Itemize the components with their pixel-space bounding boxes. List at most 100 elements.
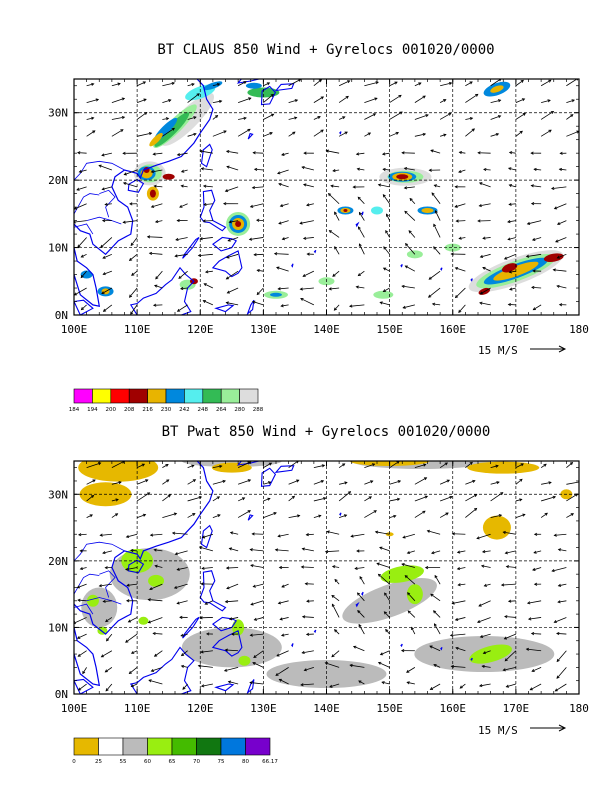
panel2-island-1 [200, 524, 213, 549]
panel1-island-2 [199, 189, 227, 232]
panel1-field [74, 79, 579, 315]
panel2-island-9 [260, 467, 277, 487]
wind-vector [401, 151, 415, 155]
panel1-border-1 [86, 216, 122, 225]
wind-vector [256, 287, 264, 296]
panel2-island-3 [211, 630, 243, 657]
panel2-xtick-label: 100E [61, 702, 88, 715]
wind-vector [86, 479, 96, 485]
wind-vector [86, 82, 95, 87]
panel1-border-4 [74, 223, 94, 235]
wind-vector [490, 464, 499, 469]
wind-vector [102, 253, 113, 259]
wind-vector [349, 304, 365, 308]
wind-vector [162, 81, 176, 87]
panel2-shade-22 [406, 584, 423, 605]
wind-vector [202, 300, 214, 306]
panel2-scale-arrowhead [558, 724, 567, 732]
panel1-shade-40 [270, 292, 282, 297]
wind-vector [331, 565, 340, 569]
wind-vector [483, 167, 491, 172]
wind-vector [458, 169, 466, 173]
panel1-xtick-label: 130E [250, 323, 277, 336]
panel2-colorbar-swatch [220, 737, 246, 756]
panel2-colorbar-swatch [245, 737, 271, 756]
wind-vector [424, 566, 441, 570]
wind-vector [364, 81, 379, 87]
wind-vector [338, 491, 352, 502]
wind-vector [303, 666, 314, 672]
wind-vector [515, 98, 526, 103]
wind-vector [478, 203, 491, 208]
wind-vector [382, 167, 390, 172]
panel1-colorbar-swatch [128, 388, 148, 404]
wind-vector [508, 151, 516, 155]
wind-vector [374, 530, 390, 535]
wind-vector [198, 546, 213, 552]
wind-vector [434, 210, 441, 221]
panel1-xtick-label: 170E [503, 323, 530, 336]
wind-vector [541, 99, 551, 103]
wind-vector [79, 566, 87, 571]
wind-vector [237, 128, 251, 137]
wind-vector [507, 237, 516, 241]
wind-vector [566, 99, 575, 103]
wind-vector [556, 631, 567, 636]
wind-vector [507, 167, 516, 171]
panel1-colorbar-label: 248 [198, 407, 209, 413]
wind-vector [305, 632, 314, 636]
wind-vector [263, 462, 273, 469]
wind-vector [357, 226, 365, 238]
wind-vector [334, 211, 340, 221]
panel1-colorbar-swatch [165, 388, 185, 404]
wind-vector [212, 114, 219, 120]
panel2-shade-14 [86, 594, 99, 607]
wind-vector [180, 184, 188, 188]
wind-vector [402, 304, 415, 309]
wind-vector [101, 219, 112, 223]
wind-vector [326, 530, 340, 535]
wind-vector [313, 497, 327, 502]
wind-vector [557, 548, 567, 552]
panel1-colorbar-label: 288 [253, 407, 264, 413]
panel1-colorbar-swatch [147, 388, 167, 404]
wind-vector [439, 462, 449, 468]
wind-vector [152, 631, 163, 636]
wind-vector [200, 582, 213, 586]
panel1-colorbar-label: 264 [216, 407, 227, 413]
wind-vector [252, 662, 264, 668]
wind-vector [433, 184, 441, 188]
panel2-shade-15 [138, 616, 149, 625]
wind-vector [212, 82, 221, 87]
wind-vector [179, 203, 188, 208]
wind-vector [402, 533, 415, 539]
wind-vector [101, 152, 112, 157]
wind-vector [479, 633, 491, 638]
wind-vector [281, 237, 289, 241]
wind-vector [406, 550, 415, 555]
wind-vector [364, 510, 377, 518]
panel1-island-4 [211, 236, 238, 252]
panel1-island-19 [400, 264, 403, 268]
wind-vector [301, 615, 314, 619]
wind-vector [162, 479, 170, 485]
wind-vector [180, 664, 188, 668]
wind-vector [481, 550, 491, 554]
wind-vector [324, 661, 340, 668]
wind-vector [305, 533, 314, 537]
wind-vector [227, 237, 239, 242]
wind-vector [389, 94, 402, 103]
wind-vector [515, 513, 526, 518]
panel1-xtick-label: 150E [376, 323, 403, 336]
wind-vector [532, 304, 542, 311]
wind-vector [162, 512, 178, 518]
wind-vector [551, 186, 567, 190]
wind-vector [162, 127, 175, 137]
wind-vector [526, 220, 542, 225]
panel1-island-7 [214, 304, 235, 313]
wind-vector [303, 151, 314, 155]
wind-vector [162, 463, 169, 469]
panel2-colorbar-label: 70 [193, 759, 200, 765]
wind-vector [229, 531, 239, 535]
wind-vector [431, 550, 441, 555]
